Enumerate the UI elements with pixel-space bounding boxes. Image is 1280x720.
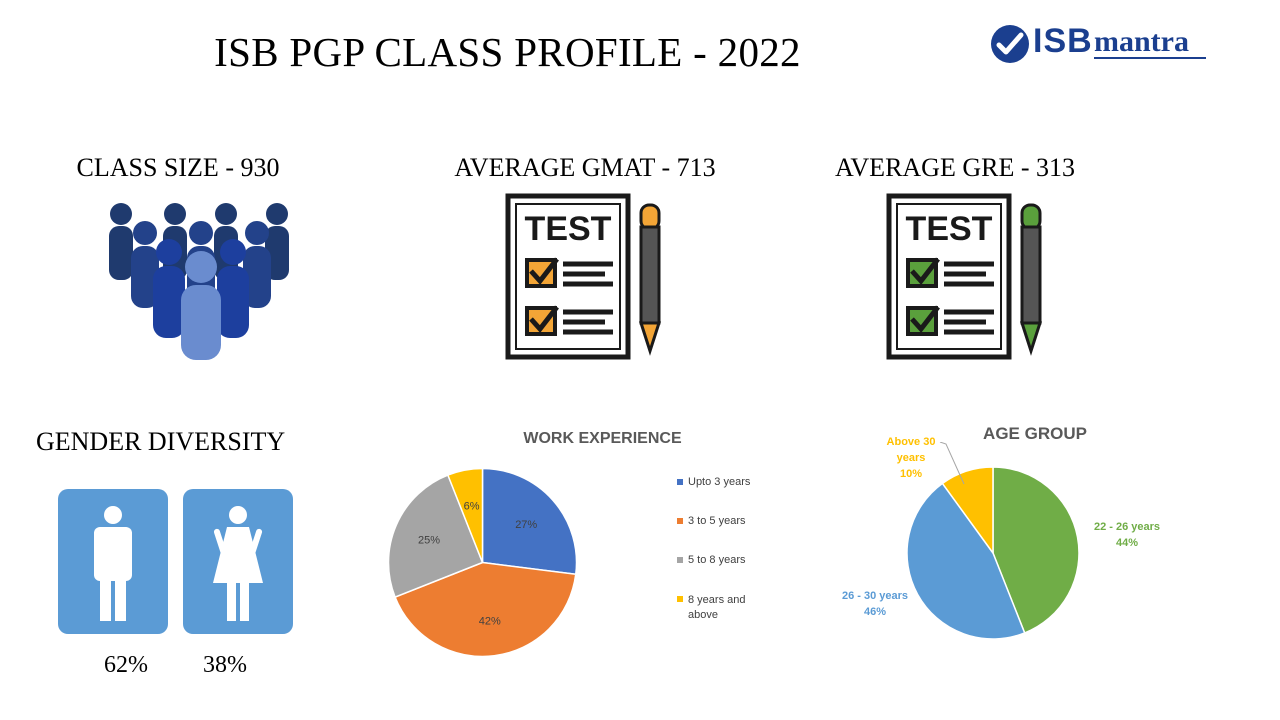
legend-item: 8 years and above — [677, 593, 753, 623]
age-group-pie — [906, 466, 1080, 640]
pie-slice-5-to-8-years — [387, 474, 484, 599]
age-label-category: Above 30 years — [886, 436, 936, 464]
logo-mark-icon — [991, 25, 1029, 63]
legend-item: Upto 3 years — [677, 476, 787, 488]
gre-test-icon: TEST — [886, 193, 1043, 360]
age-label-22-26: 22 - 26 years 44% — [1078, 519, 1176, 551]
legend-item: 3 to 5 years — [677, 515, 787, 527]
pie-slice-3-to-5-years — [394, 561, 577, 658]
logo-text-mantra: mantra — [1094, 25, 1189, 58]
legend-label: 8 years and above — [688, 594, 746, 621]
age-label-leader-line — [939, 442, 965, 485]
pie-data-label: 42% — [479, 615, 501, 627]
gender-diversity-heading: GENDER DIVERSITY — [36, 427, 286, 456]
legend-swatch — [677, 596, 683, 602]
legend-label: 5 to 8 years — [688, 554, 746, 566]
age-label-value: 10% — [899, 468, 923, 480]
pie-data-label: 6% — [464, 500, 480, 512]
logo-text-isb: ISB — [1033, 22, 1093, 60]
age-group-title: AGE GROUP — [983, 424, 1087, 443]
legend-label: 3 to 5 years — [688, 515, 746, 527]
work-experience-title: WORK EXPERIENCE — [523, 430, 682, 447]
female-percentage: 38% — [203, 652, 247, 678]
age-label-value: 44% — [1115, 537, 1139, 549]
people-group-icon — [109, 203, 289, 360]
pie-slice-upto-3-years — [481, 467, 578, 576]
pie-slice-26-30-years — [906, 482, 1026, 640]
test-word: TEST — [906, 210, 993, 248]
legend-label: Upto 3 years — [688, 476, 751, 488]
pie-slice-above-30-years — [941, 466, 994, 556]
work-experience-pie: 27% 42% 25% 6% — [387, 467, 578, 658]
work-experience-legend: Upto 3 years 3 to 5 years 5 to 8 years 8… — [677, 476, 787, 623]
gmat-test-icon: TEST — [505, 193, 662, 360]
age-label-above-30: Above 30 years 10% — [878, 434, 944, 482]
pie-data-label: 27% — [515, 519, 537, 531]
male-percentage: 62% — [104, 652, 148, 678]
legend-swatch — [677, 518, 683, 524]
pie-slice-22-26-years — [992, 466, 1080, 634]
age-label-category: 26 - 30 years — [841, 590, 909, 602]
legend-swatch — [677, 557, 683, 563]
isb-mantra-logo[interactable]: ISB mantra — [990, 22, 1220, 68]
page-title: ISB PGP CLASS PROFILE - 2022 — [214, 29, 801, 75]
legend-item: 5 to 8 years — [677, 554, 787, 566]
age-label-value: 46% — [863, 606, 887, 618]
average-gre-label: AVERAGE GRE - 313 — [834, 153, 1076, 182]
average-gmat-label: AVERAGE GMAT - 713 — [454, 153, 716, 182]
logo-underline — [1094, 57, 1206, 59]
legend-swatch — [677, 479, 683, 485]
pie-slice-8-years-and-above — [446, 467, 484, 563]
pie-data-label: 25% — [418, 534, 440, 546]
class-size-label: CLASS SIZE - 930 — [76, 153, 280, 182]
age-label-category: 22 - 26 years — [1093, 521, 1161, 533]
male-icon — [58, 489, 168, 634]
test-word: TEST — [525, 210, 612, 248]
female-icon — [183, 489, 293, 634]
age-label-26-30: 26 - 30 years 46% — [830, 588, 920, 620]
